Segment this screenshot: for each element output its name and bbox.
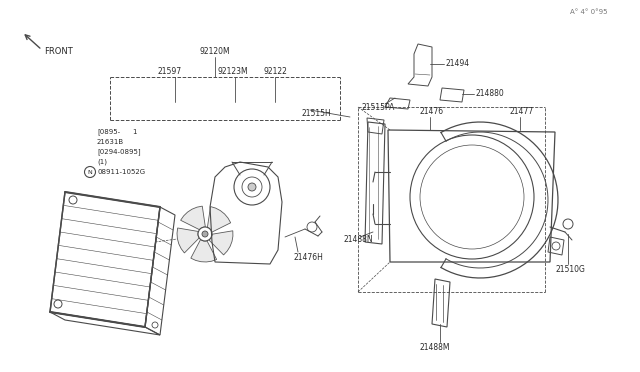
- Polygon shape: [180, 206, 205, 230]
- Circle shape: [54, 300, 62, 308]
- Text: 21597: 21597: [158, 67, 182, 77]
- Text: 21488N: 21488N: [344, 234, 374, 244]
- Text: 1: 1: [132, 129, 136, 135]
- Text: 21494: 21494: [445, 60, 469, 68]
- Polygon shape: [209, 231, 233, 255]
- Text: (1): (1): [97, 159, 107, 165]
- Text: FRONT: FRONT: [44, 48, 73, 57]
- Circle shape: [202, 231, 208, 237]
- Text: 92123M: 92123M: [218, 67, 248, 77]
- Text: 08911-1052G: 08911-1052G: [97, 169, 145, 175]
- Polygon shape: [177, 228, 199, 253]
- Text: 92122: 92122: [263, 67, 287, 77]
- Text: N: N: [88, 170, 92, 174]
- Text: [0294-0895]: [0294-0895]: [97, 149, 141, 155]
- Text: 21515H: 21515H: [302, 109, 332, 119]
- Text: 92120M: 92120M: [199, 48, 230, 57]
- Circle shape: [198, 227, 212, 241]
- Text: A° 4° 0°95: A° 4° 0°95: [570, 9, 607, 15]
- Polygon shape: [207, 206, 230, 232]
- Text: 21488M: 21488M: [420, 343, 451, 352]
- Text: 21631B: 21631B: [97, 139, 124, 145]
- Text: 21515PA: 21515PA: [362, 103, 396, 112]
- Text: 21476H: 21476H: [293, 253, 323, 262]
- Circle shape: [69, 196, 77, 204]
- Text: 214880: 214880: [475, 90, 504, 99]
- Circle shape: [234, 169, 270, 205]
- Text: 21477: 21477: [510, 108, 534, 116]
- Text: 21510G: 21510G: [556, 264, 586, 273]
- Text: [0895-: [0895-: [97, 129, 120, 135]
- Circle shape: [248, 183, 256, 191]
- Text: 21476: 21476: [420, 108, 444, 116]
- Circle shape: [152, 322, 158, 328]
- Polygon shape: [191, 240, 217, 262]
